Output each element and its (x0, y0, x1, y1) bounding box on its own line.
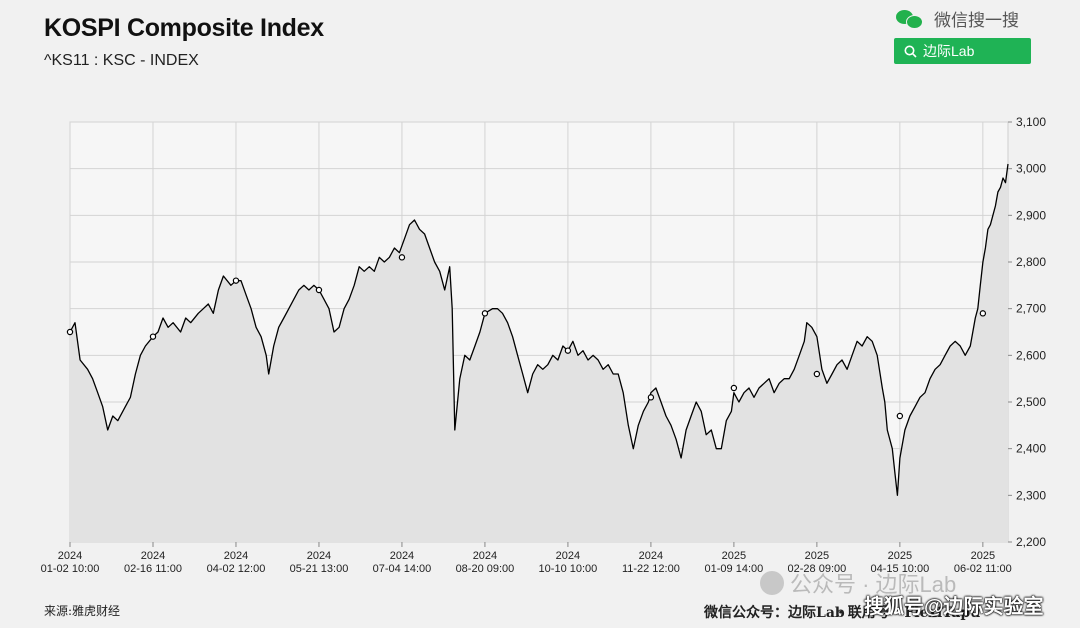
x-tick-year: 2024 (141, 550, 165, 562)
wechat-brand-label: 微信搜一搜 (934, 10, 1019, 30)
chart-axes: 3,100 3,000 2,900 2,800 2,700 2,600 2,500 2,400… (41, 115, 1047, 575)
index-line (69, 163, 1009, 496)
x-tick-year: 2024 (224, 550, 248, 562)
wechat-search-label: 边际Lab (923, 43, 975, 59)
x-tick-date: 04-02 12:00 (207, 563, 266, 575)
wechat-search-brand: 微信搜一搜 (896, 6, 1019, 30)
search-icon (904, 45, 917, 58)
x-tick-year: 2025 (805, 550, 829, 562)
x-tick-date: 08-20 09:00 (456, 563, 515, 575)
y-tick-label: 2,400 (1016, 442, 1046, 456)
y-tick-label: 3,100 (1016, 115, 1046, 129)
y-tick-label: 2,700 (1016, 302, 1046, 316)
data-marker (149, 333, 157, 340)
x-tick-year: 2025 (888, 550, 912, 562)
data-marker (315, 286, 323, 294)
x-tick-year: 2025 (971, 550, 995, 562)
wechat-search-button[interactable]: 边际Lab (894, 38, 1031, 64)
x-tick-date: 05-21 13:00 (290, 563, 349, 575)
data-marker (730, 384, 738, 392)
chart-markers (66, 254, 987, 420)
x-tick-year: 2025 (722, 550, 746, 562)
y-tick-label: 2,900 (1016, 208, 1046, 222)
x-tick-date: 07-04 14:00 (373, 563, 432, 575)
x-tick-date: 04-15 10:00 (871, 563, 930, 575)
data-source: 来源:雅虎财经 (44, 604, 121, 618)
x-tick-year: 2024 (390, 550, 414, 562)
x-tick-year: 2024 (58, 550, 82, 562)
data-marker (398, 254, 406, 261)
data-marker (979, 310, 987, 317)
x-tick-date: 01-02 10:00 (41, 563, 100, 575)
x-tick-date: 01-09 14:00 (705, 563, 764, 575)
y-tick-label: 2,500 (1016, 395, 1046, 409)
wechat-account-tail: · 联用号 · FlexiTapu (838, 605, 981, 621)
paw-icon (760, 571, 784, 595)
data-marker (647, 394, 655, 401)
x-tick-year: 2024 (556, 550, 580, 562)
wechat-account: 微信公众号：边际Lab (704, 605, 845, 621)
y-tick-label: 2,800 (1016, 255, 1046, 269)
x-tick-year: 2024 (639, 550, 663, 562)
sohu-watermark: 搜狐号@边际实验室 (864, 596, 1044, 618)
x-tick-year: 2024 (473, 550, 497, 562)
y-tick-label: 3,000 (1016, 162, 1046, 176)
data-marker (896, 412, 904, 420)
chart-title: KOSPI Composite Index (44, 14, 324, 42)
index-area (70, 164, 1008, 542)
x-tick-date: 10-10 10:00 (539, 563, 598, 575)
ticker-subtitle: ^KS11 : KSC - INDEX (44, 52, 199, 69)
gzh-watermark-text: 公众号 · 边际Lab (790, 572, 957, 597)
x-tick-year: 2024 (307, 550, 331, 562)
data-marker (813, 370, 821, 378)
x-tick-date: 11-22 12:00 (622, 563, 680, 575)
x-tick-date: 02-16 11:00 (124, 563, 182, 575)
x-tick-date: 02-28 09:00 (788, 563, 847, 575)
data-marker (481, 310, 489, 317)
y-tick-label: 2,600 (1016, 348, 1046, 362)
y-tick-label: 2,200 (1016, 535, 1046, 549)
data-marker (66, 328, 74, 336)
chart-line-layer (69, 163, 1009, 496)
x-tick-date: 06-02 11:00 (954, 563, 1012, 575)
y-tick-label: 2,300 (1016, 488, 1046, 502)
wechat-icon (896, 8, 924, 29)
data-marker (564, 347, 572, 354)
chart-area-layer (70, 164, 1008, 542)
gzh-watermark: 公众号 · 边际Lab (760, 567, 956, 599)
data-marker (232, 277, 240, 284)
